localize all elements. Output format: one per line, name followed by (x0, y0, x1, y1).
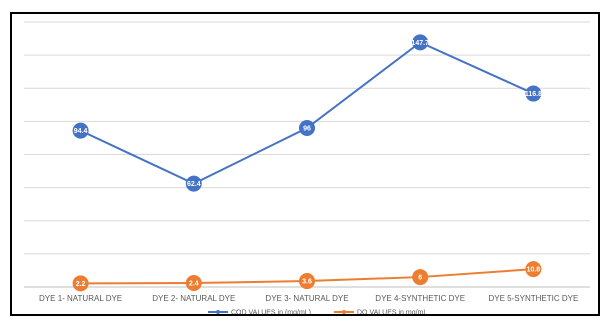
legend-label: COD VALUES in (mg/mL) (231, 310, 311, 315)
data-label: 6 (418, 275, 422, 282)
legend-label: DO VALUES in mg/mL (357, 310, 427, 315)
data-label: 2.2 (76, 281, 86, 288)
x-tick-label: DYE 1- NATURAL DYE (39, 294, 122, 303)
series-line-1 (80, 41, 534, 185)
data-label: 94.4 (74, 128, 88, 135)
data-point (72, 275, 89, 292)
x-tick-label: DYE 4-SYNTHETIC DYE (375, 294, 465, 303)
legend: COD VALUES in (mg/mL) DO VALUES in mg/mL (208, 310, 427, 315)
data-label: 3.6 (302, 279, 312, 286)
legend-marker (342, 310, 346, 314)
data-label: 2.4 (189, 281, 199, 288)
data-label: 62.4 (187, 181, 201, 188)
data-label: 10.8 (527, 267, 541, 274)
data-point (299, 120, 315, 136)
data-point (412, 269, 429, 286)
data-point (525, 85, 542, 102)
x-tick-label: DYE 3- NATURAL DYE (265, 294, 348, 303)
data-point (525, 261, 542, 278)
data-label: 96 (303, 126, 311, 133)
data-label: 147.7 (411, 40, 429, 47)
data-point (412, 34, 429, 51)
x-tick-label: DYE 5-SYNTHETIC DYE (489, 294, 579, 303)
chart-frame: 94.4 62.4 96 147.7 116.8 2.2 2.4 3.6 6 10.8 DYE 1… (10, 12, 600, 316)
data-point (72, 122, 89, 139)
data-label: 116.8 (525, 91, 542, 98)
data-point (185, 275, 202, 292)
line-chart: 94.4 62.4 96 147.7 116.8 2.2 2.4 3.6 6 10.8 DYE 1… (24, 21, 590, 315)
data-point (299, 273, 315, 290)
legend-marker (216, 310, 220, 314)
x-tick-label: DYE 2- NATURAL DYE (152, 294, 235, 303)
data-point (185, 175, 202, 192)
